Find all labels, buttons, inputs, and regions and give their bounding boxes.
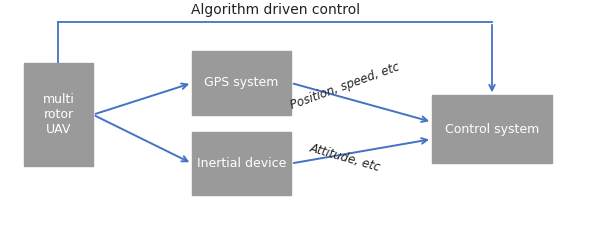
FancyBboxPatch shape [192,132,291,195]
Text: Position, speed, etc: Position, speed, etc [289,61,401,112]
FancyBboxPatch shape [192,51,291,115]
Text: Algorithm driven control: Algorithm driven control [191,3,359,17]
Text: multi
rotor
UAV: multi rotor UAV [43,93,74,136]
FancyBboxPatch shape [432,95,552,163]
FancyBboxPatch shape [24,63,93,166]
Text: Control system: Control system [445,123,539,136]
Text: Inertial device: Inertial device [197,157,286,170]
Text: Attitude, etc: Attitude, etc [308,141,382,174]
Text: GPS system: GPS system [205,76,278,90]
